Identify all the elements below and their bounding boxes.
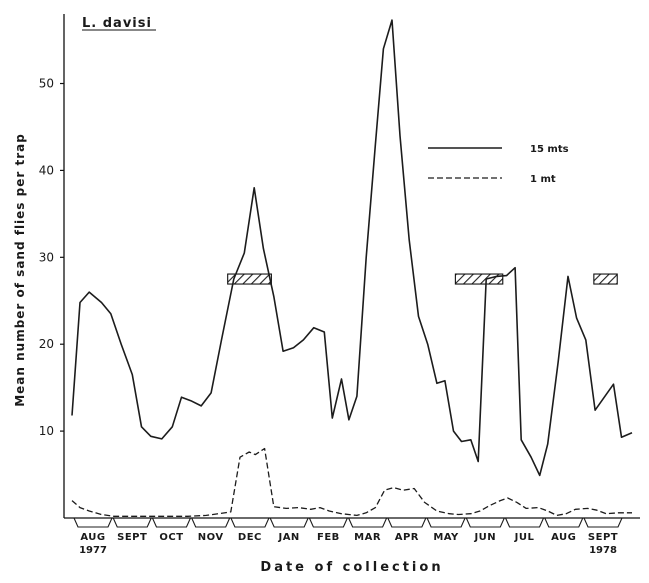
y-tick-label-40: 40 (39, 163, 54, 177)
x-tick-label-9: MAY (433, 532, 459, 543)
x-tick-year-0: 1977 (79, 545, 107, 556)
month-bracket-8 (387, 517, 427, 528)
x-tick-year-13: 1978 (589, 545, 617, 556)
hatched-bar-2 (593, 273, 618, 285)
y-tick-label-50: 50 (39, 77, 54, 91)
hatched-bar-0 (227, 273, 272, 285)
x-tick-label-4: DEC (238, 532, 262, 543)
y-tick-label-30: 30 (39, 250, 54, 264)
x-tick-label-10: JUN (473, 532, 496, 543)
month-bracket-9 (426, 517, 466, 528)
y-axis-label: Mean number of sand flies per trap (13, 133, 27, 407)
x-axis-label: Date of collection (260, 560, 443, 575)
month-bracket-4 (230, 517, 270, 528)
x-tick-label-5: JAN (277, 532, 299, 543)
month-bracket-11 (505, 517, 545, 528)
x-tick-label-7: MAR (354, 532, 381, 543)
hatched-bar-1 (454, 273, 504, 285)
x-tick-label-12: AUG (551, 532, 576, 543)
month-bracket-5 (269, 517, 309, 528)
month-bracket-7 (348, 517, 388, 528)
legend: 15 mts 1 mt (428, 144, 569, 185)
x-tick-label-1: SEPT (117, 532, 147, 543)
legend-label-1-mt: 1 mt (530, 174, 556, 185)
month-bracket-6 (308, 517, 348, 528)
legend-label-15-mts: 15 mts (530, 144, 569, 155)
series-line-15-mts (71, 19, 633, 477)
x-tick-label-0: AUG (80, 532, 105, 543)
x-tick-label-6: FEB (317, 532, 340, 543)
y-tick-label-10: 10 (39, 424, 54, 438)
x-tick-label-11: JUL (514, 532, 535, 543)
month-bracket-3 (191, 517, 231, 528)
chart-title: L. davisi (82, 16, 152, 31)
month-bracket-10 (465, 517, 505, 528)
y-tick-label-20: 20 (39, 337, 54, 351)
x-tick-label-3: NOV (198, 532, 224, 543)
x-tick-label-13: SEPT (588, 532, 618, 543)
month-bracket-12 (544, 517, 584, 528)
x-tick-label-8: APR (395, 532, 419, 543)
month-bracket-0 (73, 517, 113, 528)
month-bracket-13 (583, 517, 623, 528)
month-bracket-2 (151, 517, 191, 528)
x-tick-label-2: OCT (159, 532, 183, 543)
month-bracket-1 (112, 517, 152, 528)
series-line-1-mt (71, 447, 632, 517)
